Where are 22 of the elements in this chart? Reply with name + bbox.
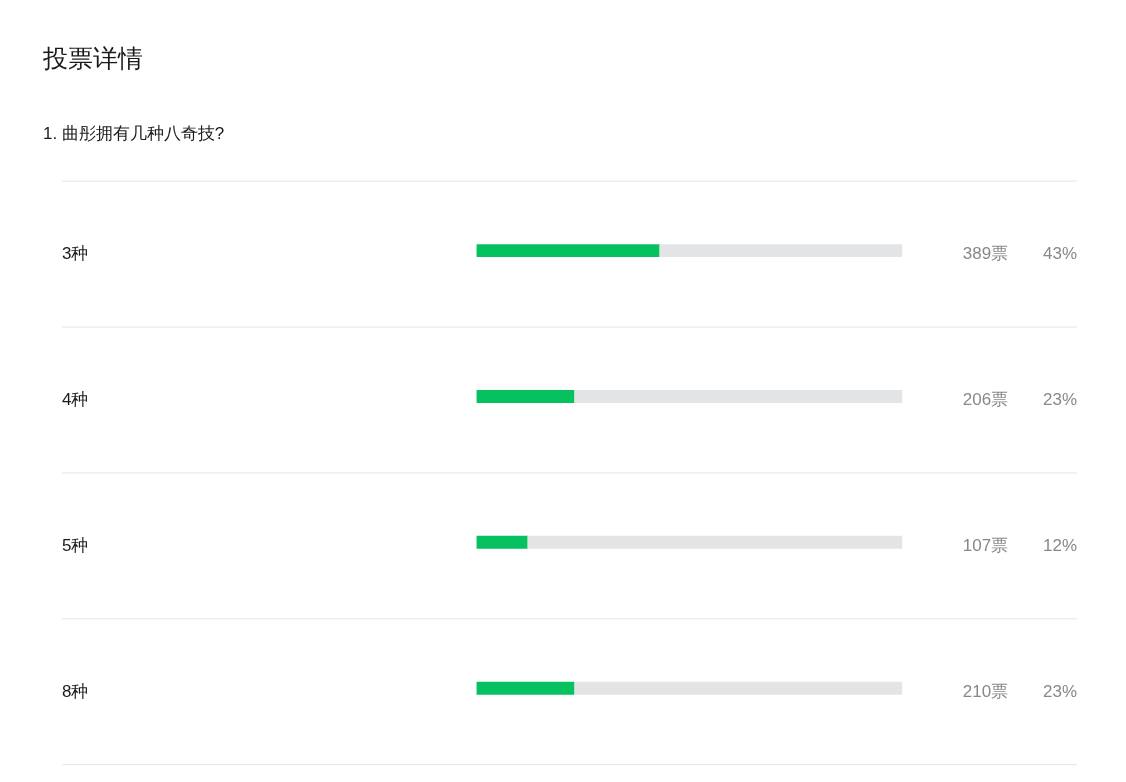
text: 389票 bbox=[962, 244, 1009, 264]
data-label: 12% bbox=[1043, 535, 1078, 555]
bar bbox=[476, 244, 660, 258]
y-tick-label: 8种 bbox=[61, 681, 89, 701]
data-label: 23% bbox=[1043, 681, 1078, 701]
y-tick-label: 3种 bbox=[61, 244, 89, 264]
bar bbox=[527, 535, 903, 549]
data-label: 43% bbox=[1043, 244, 1078, 264]
text: 投票详情 bbox=[41, 43, 143, 72]
bar bbox=[476, 681, 575, 695]
text: 210票 bbox=[962, 681, 1009, 701]
bar bbox=[659, 244, 903, 258]
text: 1. 曲彤拥有几种八奇技? bbox=[42, 123, 225, 143]
data-label: 23% bbox=[1043, 389, 1078, 409]
y-tick-label: 5种 bbox=[61, 535, 89, 555]
bar bbox=[476, 390, 575, 403]
bar bbox=[476, 535, 528, 549]
bar bbox=[574, 681, 903, 695]
text: 206票 bbox=[962, 389, 1009, 409]
text: 107票 bbox=[962, 535, 1009, 555]
bar bbox=[574, 390, 903, 403]
y-tick-label: 4种 bbox=[61, 389, 89, 409]
